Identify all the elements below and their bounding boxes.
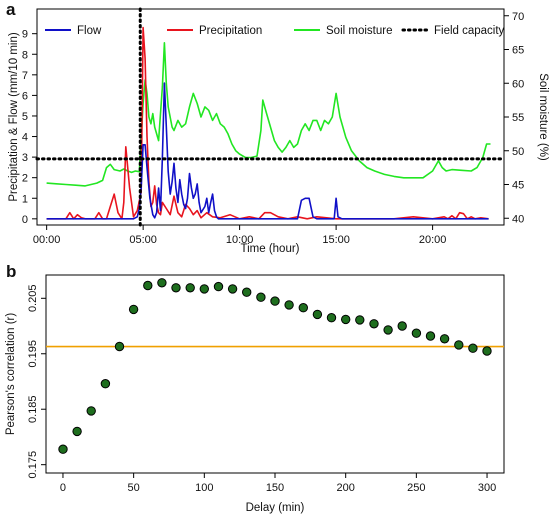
panel-a-y2-tick-label: 60 — [512, 78, 524, 90]
panel-a-x-ticks: 00:00 05:00 10:00 15:00 20:00 — [33, 225, 446, 246]
panel-a-y-tick-label: 3 — [22, 152, 28, 164]
panel-b-point — [114, 341, 125, 352]
panel-a-y2-tick-label: 45 — [512, 180, 524, 192]
panel-a-x-tick-label: 00:00 — [33, 234, 61, 246]
panel-a-y-tick-label: 5 — [22, 111, 28, 123]
panel-b-y-axis-label: Pearson's correlation (r) — [5, 313, 17, 436]
panel-b-point — [213, 281, 224, 292]
panel-a-series — [35, 7, 506, 227]
flow-line — [46, 82, 489, 220]
panel-b-point — [326, 313, 337, 323]
panel-b-x-tick-label: 250 — [407, 482, 425, 494]
panel-a-y-ticks: 0 1 2 3 4 5 6 7 8 9 — [22, 29, 37, 226]
panel-b-point — [312, 309, 323, 320]
panel-a-y2-tick-label: 55 — [512, 112, 524, 124]
panel-b-point — [454, 340, 464, 350]
panel-b-label: b — [6, 262, 16, 281]
panel-a-y2-axis-label: Soil moisture (%) — [537, 73, 549, 161]
panel-b-point — [58, 444, 68, 454]
panel-b-point — [185, 283, 195, 293]
legend-precipitation-label: Precipitation — [199, 25, 262, 37]
panel-b-point — [157, 278, 167, 288]
panel-b-point — [72, 426, 82, 437]
panel-b: b 0 50 100 150 200 250 300 0.175 0.185 0.195 0.20… — [5, 262, 505, 514]
panel-a-y-tick-label: 2 — [22, 173, 28, 185]
panel-b-y-tick-label: 0.205 — [27, 285, 39, 313]
panel-a-y-tick-label: 8 — [22, 49, 28, 61]
panel-a-y-axis-label: Precipitation & Flow (mm/10 min) — [8, 32, 20, 202]
panel-b-point — [171, 283, 181, 293]
panel-b-point — [482, 346, 492, 356]
panel-b-point — [270, 296, 280, 306]
panel-b-x-tick-label: 100 — [195, 482, 213, 494]
panel-a-y-tick-label: 7 — [22, 70, 28, 82]
panel-a-y2-tick-label: 40 — [512, 213, 524, 225]
panel-b-point — [383, 325, 393, 335]
panel-b-point — [227, 284, 238, 294]
panel-a-y-tick-label: 6 — [22, 90, 28, 102]
panel-b-y-ticks: 0.175 0.185 0.195 0.205 — [27, 285, 46, 479]
panel-a-y2-tick-label: 65 — [512, 45, 524, 57]
precipitation-line — [46, 26, 489, 220]
panel-b-x-tick-label: 0 — [60, 482, 66, 494]
panel-a-y2-tick-label: 50 — [512, 146, 524, 158]
panel-b-point — [128, 304, 139, 315]
panel-b-point — [425, 331, 436, 341]
panel-b-y-tick-label: 0.175 — [27, 451, 39, 479]
panel-b-point — [355, 315, 365, 325]
panel-b-x-tick-label: 200 — [336, 482, 354, 494]
legend-flow-label: Flow — [77, 25, 102, 37]
panel-a-x-tick-label: 05:00 — [129, 234, 157, 246]
panel-b-point — [284, 300, 294, 310]
panel-b-point — [199, 284, 210, 294]
panel-a-y-tick-label: 9 — [22, 29, 28, 41]
panel-b-point — [369, 319, 379, 329]
panel-b-point — [86, 406, 96, 416]
panel-b-x-ticks: 0 50 100 150 200 250 300 — [60, 473, 496, 494]
legend-field-capacity-label: Field capacity — [434, 25, 505, 37]
panel-b-point — [100, 379, 111, 389]
panel-a-legend: Flow Precipitation Soil moisture Field capa… — [45, 25, 505, 37]
panel-a-x-tick-label: 15:00 — [322, 234, 350, 246]
panel-a-y2-tick-label: 70 — [512, 11, 524, 23]
panel-b-point — [298, 303, 308, 313]
panel-a-y-tick-label: 1 — [22, 193, 28, 205]
panel-b-point — [143, 280, 153, 291]
panel-a-y2-ticks: 40 45 50 55 60 65 70 — [504, 11, 524, 225]
panel-a-y-tick-label: 4 — [22, 132, 28, 144]
panel-b-point — [341, 314, 351, 325]
panel-b-x-tick-label: 300 — [478, 482, 496, 494]
legend-soil-moisture-label: Soil moisture — [326, 25, 392, 37]
panel-b-point — [397, 321, 407, 331]
panel-a-label: a — [6, 0, 16, 19]
panel-b-point — [256, 292, 266, 302]
panel-a-x-tick-label: 10:00 — [226, 234, 254, 246]
panel-b-point — [242, 287, 252, 297]
panel-b-y-tick-label: 0.195 — [27, 340, 39, 368]
panel-b-point — [411, 328, 422, 338]
panel-a-frame — [36, 8, 505, 226]
panel-a-x-tick-label: 20:00 — [419, 234, 447, 246]
panel-b-point — [468, 343, 478, 353]
panel-b-points — [58, 278, 492, 454]
panel-b-x-axis-label: Delay (min) — [246, 502, 305, 514]
panel-a-x-axis-label: Time (hour) — [241, 243, 300, 255]
panel-b-x-tick-label: 50 — [128, 482, 140, 494]
panel-b-y-tick-label: 0.185 — [27, 395, 39, 423]
panel-b-x-tick-label: 150 — [266, 482, 284, 494]
soil-moisture-line — [46, 41, 491, 187]
panel-b-point — [439, 334, 450, 344]
panel-a-y-tick-label: 0 — [22, 214, 28, 226]
